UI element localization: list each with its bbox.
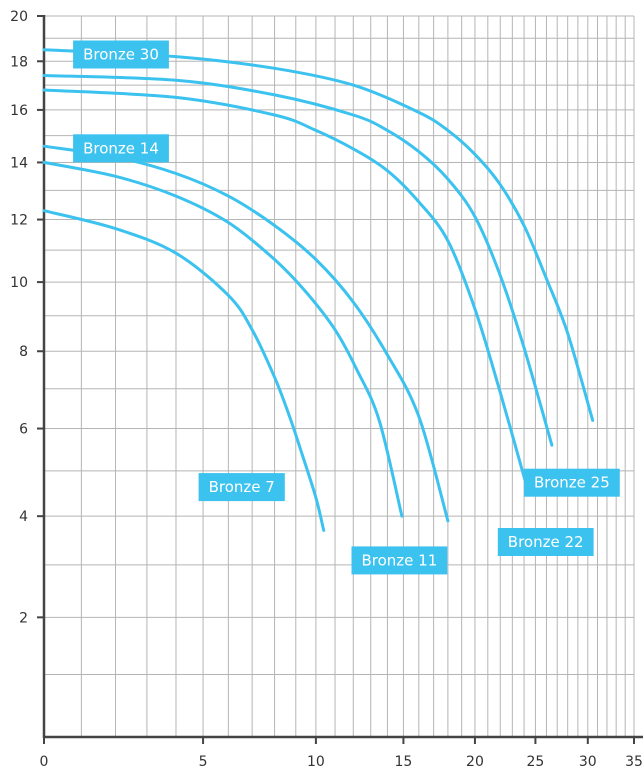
x-tick-label: 5	[199, 754, 208, 770]
x-tick-label: 10	[307, 754, 325, 770]
vertical-grid-lines	[80, 16, 635, 737]
bronze-30-label-box	[73, 40, 169, 69]
bronze-14-curve	[42, 144, 450, 523]
bronze-7-curve	[42, 209, 326, 532]
y-tick-label: 16	[10, 103, 28, 119]
bronze-25-label: Bronze 25	[524, 468, 620, 497]
bronze-30-curve	[42, 48, 595, 422]
x-tick-label: 0	[40, 754, 49, 770]
series-lines	[42, 48, 595, 532]
x-tick-label: 15	[395, 754, 413, 770]
bronze-14-label-text: Bronze 14	[83, 139, 159, 157]
bronze-22-label-text: Bronze 22	[508, 533, 584, 551]
y-tick-label: 12	[10, 213, 28, 229]
bronze-22-curve	[42, 88, 531, 495]
axes	[42, 15, 643, 739]
y-tick-label: 18	[10, 54, 28, 70]
x-tick-label: 25	[527, 754, 545, 770]
y-tick-label: 8	[19, 344, 28, 360]
bronze-11-label-text: Bronze 11	[362, 551, 438, 569]
y-tick-label: 2	[19, 610, 28, 626]
bronze-22-label-box	[497, 528, 594, 556]
bronze-11-curve	[42, 160, 404, 518]
y-axis-ticks: 2 4 6 8 10 12 14 16 18 20	[10, 9, 44, 626]
x-axis-ticks: 0 5 10 15 20 25 30 35	[40, 737, 643, 770]
bronze-11-label-box	[351, 546, 448, 575]
y-tick-label: 4	[19, 509, 28, 525]
bronze-14-label-box	[73, 134, 169, 163]
horizontal-grid-lines	[44, 15, 634, 675]
bronze-7-label: Bronze 7	[198, 473, 285, 502]
bronze-22-label: Bronze 22	[497, 528, 594, 556]
series-labels: Bronze 30 Bronze 14 Bronze 7 Bronze 11 Bronz…	[73, 40, 620, 575]
bronze-25-label-box	[524, 468, 620, 497]
bronze-11-label: Bronze 11	[351, 546, 448, 575]
y-tick-label: 20	[10, 9, 28, 25]
x-tick-label: 35	[625, 754, 643, 770]
x-tick-label: 20	[466, 754, 484, 770]
bronze-30-label-text: Bronze 30	[83, 46, 159, 64]
bronze-25-curve	[42, 74, 554, 447]
bronze-7-label-box	[198, 473, 285, 502]
x-tick-label: 30	[579, 754, 597, 770]
bronze-25-label-text: Bronze 25	[534, 474, 610, 492]
bronze-14-label: Bronze 14	[73, 134, 169, 163]
y-tick-label: 10	[10, 275, 28, 291]
bronze-30-label: Bronze 30	[73, 40, 169, 69]
bronze-7-label-text: Bronze 7	[209, 478, 275, 496]
y-tick-label: 14	[10, 155, 28, 171]
y-tick-label: 6	[19, 422, 28, 438]
